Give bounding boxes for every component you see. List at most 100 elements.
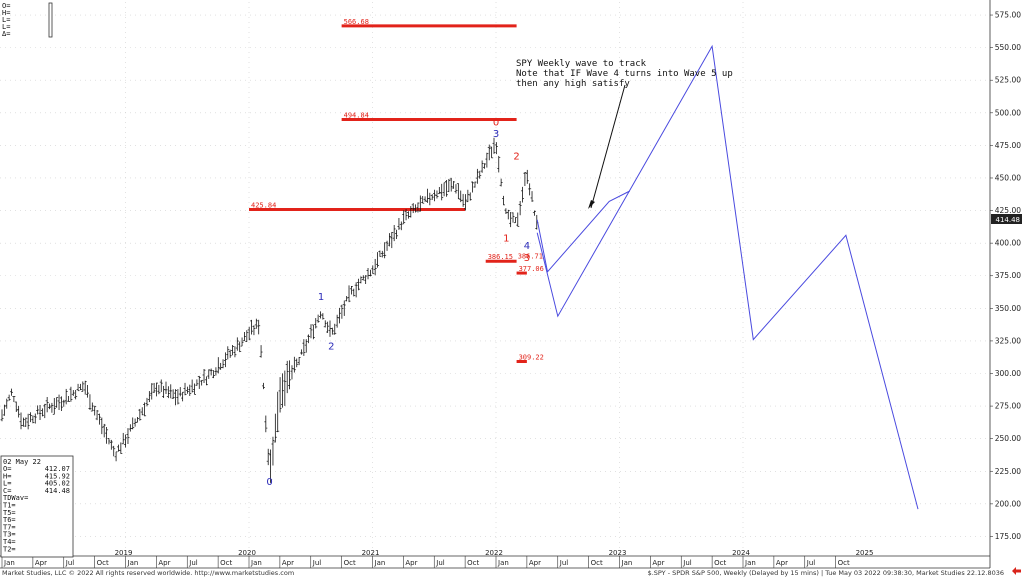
price-badge-text: 414.48: [996, 216, 1021, 224]
ohlc-line: H=: [2, 9, 10, 17]
wave-label: 1: [318, 292, 324, 303]
x-tick-label: Apr: [652, 559, 664, 567]
y-tick-label: 550.00: [995, 43, 1021, 52]
x-tick-label: Apr: [405, 559, 417, 567]
x-year-label: 2021: [362, 549, 380, 557]
x-year-label: 2019: [115, 549, 133, 557]
x-tick-label: Jan: [374, 559, 386, 567]
x-tick-label: Apr: [158, 559, 170, 567]
x-tick-label: Oct: [591, 559, 603, 567]
annotation-line: Note that IF Wave 4 turns into Wave 5 up: [516, 69, 733, 79]
data-window-value: 415.92: [45, 472, 70, 480]
data-window-label: TDWav=: [3, 494, 28, 502]
data-window-label: C=: [3, 487, 11, 495]
wave-label: 3: [524, 253, 530, 264]
y-tick-label: 525.00: [995, 76, 1021, 85]
x-tick-label: Jul: [188, 559, 198, 567]
projection-line: [536, 190, 631, 273]
x-tick-label: Apr: [35, 559, 47, 567]
x-tick-label: Jan: [3, 559, 15, 567]
y-tick-label: 575.00: [995, 11, 1021, 20]
x-year-label: 2022: [485, 549, 503, 557]
x-tick-label: Oct: [467, 559, 479, 567]
x-tick-label: Jan: [127, 559, 139, 567]
data-window-label: T1=: [3, 502, 16, 510]
wave-label: 0: [266, 477, 272, 488]
x-tick-label: Jul: [435, 559, 445, 567]
wave-label: 4: [524, 241, 530, 252]
level-label: 377.06: [519, 265, 544, 273]
annotation-line: SPY Weekly wave to track: [516, 59, 647, 69]
data-window: 02 May 22 O= 412.07 H= 415.92 L= 405.02 C= 414.…: [0, 455, 74, 558]
data-window-date: 02 May 22: [3, 458, 41, 466]
ohlc-line: L=: [2, 23, 10, 31]
footer-right: $.SPY - SPDR S&P 500, Weekly (Delayed by…: [648, 569, 1004, 577]
price-badge-box: [991, 214, 1022, 224]
x-tick-label: Oct: [344, 559, 356, 567]
data-window-label: L=: [3, 480, 11, 488]
data-window-value: 412.07: [45, 465, 70, 473]
y-tick-label: 475.00: [995, 141, 1021, 150]
x-tick-label: Jan: [497, 559, 509, 567]
wave-label: 1: [503, 233, 509, 244]
y-tick-label: 250.00: [995, 434, 1021, 443]
data-window-label: T6=: [3, 516, 16, 524]
ohlc-line: Δ=: [2, 30, 10, 38]
data-window-value: 414.48: [45, 487, 70, 495]
x-tick-label: Jul: [682, 559, 692, 567]
x-tick-label: Jan: [621, 559, 633, 567]
back-arrow-icon[interactable]: [1012, 567, 1021, 575]
x-tick-label: Jul: [312, 559, 322, 567]
level-label: 425.84: [251, 201, 276, 209]
y-tick-label: 325.00: [995, 336, 1021, 345]
x-year-label: 2020: [238, 549, 256, 557]
level-label: 309.22: [519, 353, 544, 361]
level-label: 494.84: [344, 112, 369, 120]
data-window-value: 405.02: [45, 480, 70, 488]
annotation-arrow: [590, 84, 626, 209]
footer-left: Market Studies, LLC © 2022 All rights re…: [2, 569, 294, 577]
y-tick-label: 450.00: [995, 173, 1021, 182]
data-window-label: T2=: [3, 545, 16, 553]
annotation-line: then any high satisfy: [516, 79, 630, 89]
data-window-label: T7=: [3, 523, 16, 531]
x-tick-label: Apr: [282, 559, 294, 567]
x-tick-label: Jul: [65, 559, 75, 567]
level-label: 566.68: [344, 18, 369, 26]
price-bars: [0, 137, 539, 483]
projection-lines: [536, 44, 919, 510]
y-tick-label: 350.00: [995, 304, 1021, 313]
wave-label: 3: [493, 129, 499, 140]
annotation: SPY Weekly wave to track Note that IF Wa…: [516, 59, 733, 209]
level-label: 386.15: [488, 253, 513, 261]
y-tick-label: 225.00: [995, 467, 1021, 476]
data-window-box: [0, 455, 74, 558]
x-tick-label: Jul: [559, 559, 569, 567]
x-tick-label: Oct: [838, 559, 850, 567]
y-tick-label: 275.00: [995, 402, 1021, 411]
x-tick-label: Jan: [744, 559, 756, 567]
ohlc-line: O=: [2, 2, 10, 10]
horizontal-levels: 566.68 494.84 425.84 386.15 386.71 377.06 309.…: [249, 18, 544, 363]
x-year-label: 2025: [856, 549, 874, 557]
y-tick-label: 175.00: [995, 532, 1021, 541]
wave-label: 0: [493, 117, 499, 128]
y-tick-label: 375.00: [995, 271, 1021, 280]
ohlc-marker: [48, 2, 53, 38]
projection-line: [536, 44, 919, 510]
ohlc-line: L=: [2, 16, 10, 24]
data-window-label: T5=: [3, 509, 16, 517]
x-year-label: 2023: [609, 549, 627, 557]
level-label: 386.71: [518, 252, 543, 260]
data-window-label: H=: [3, 472, 11, 480]
y-tick-label: 500.00: [995, 108, 1021, 117]
x-tick-label: Oct: [714, 559, 726, 567]
chart-grid: [0, 2, 990, 556]
x-tick-label: Jul: [806, 559, 816, 567]
y-tick-label: 300.00: [995, 369, 1021, 378]
data-window-label: T3=: [3, 531, 16, 539]
data-window-label: T4=: [3, 538, 16, 546]
